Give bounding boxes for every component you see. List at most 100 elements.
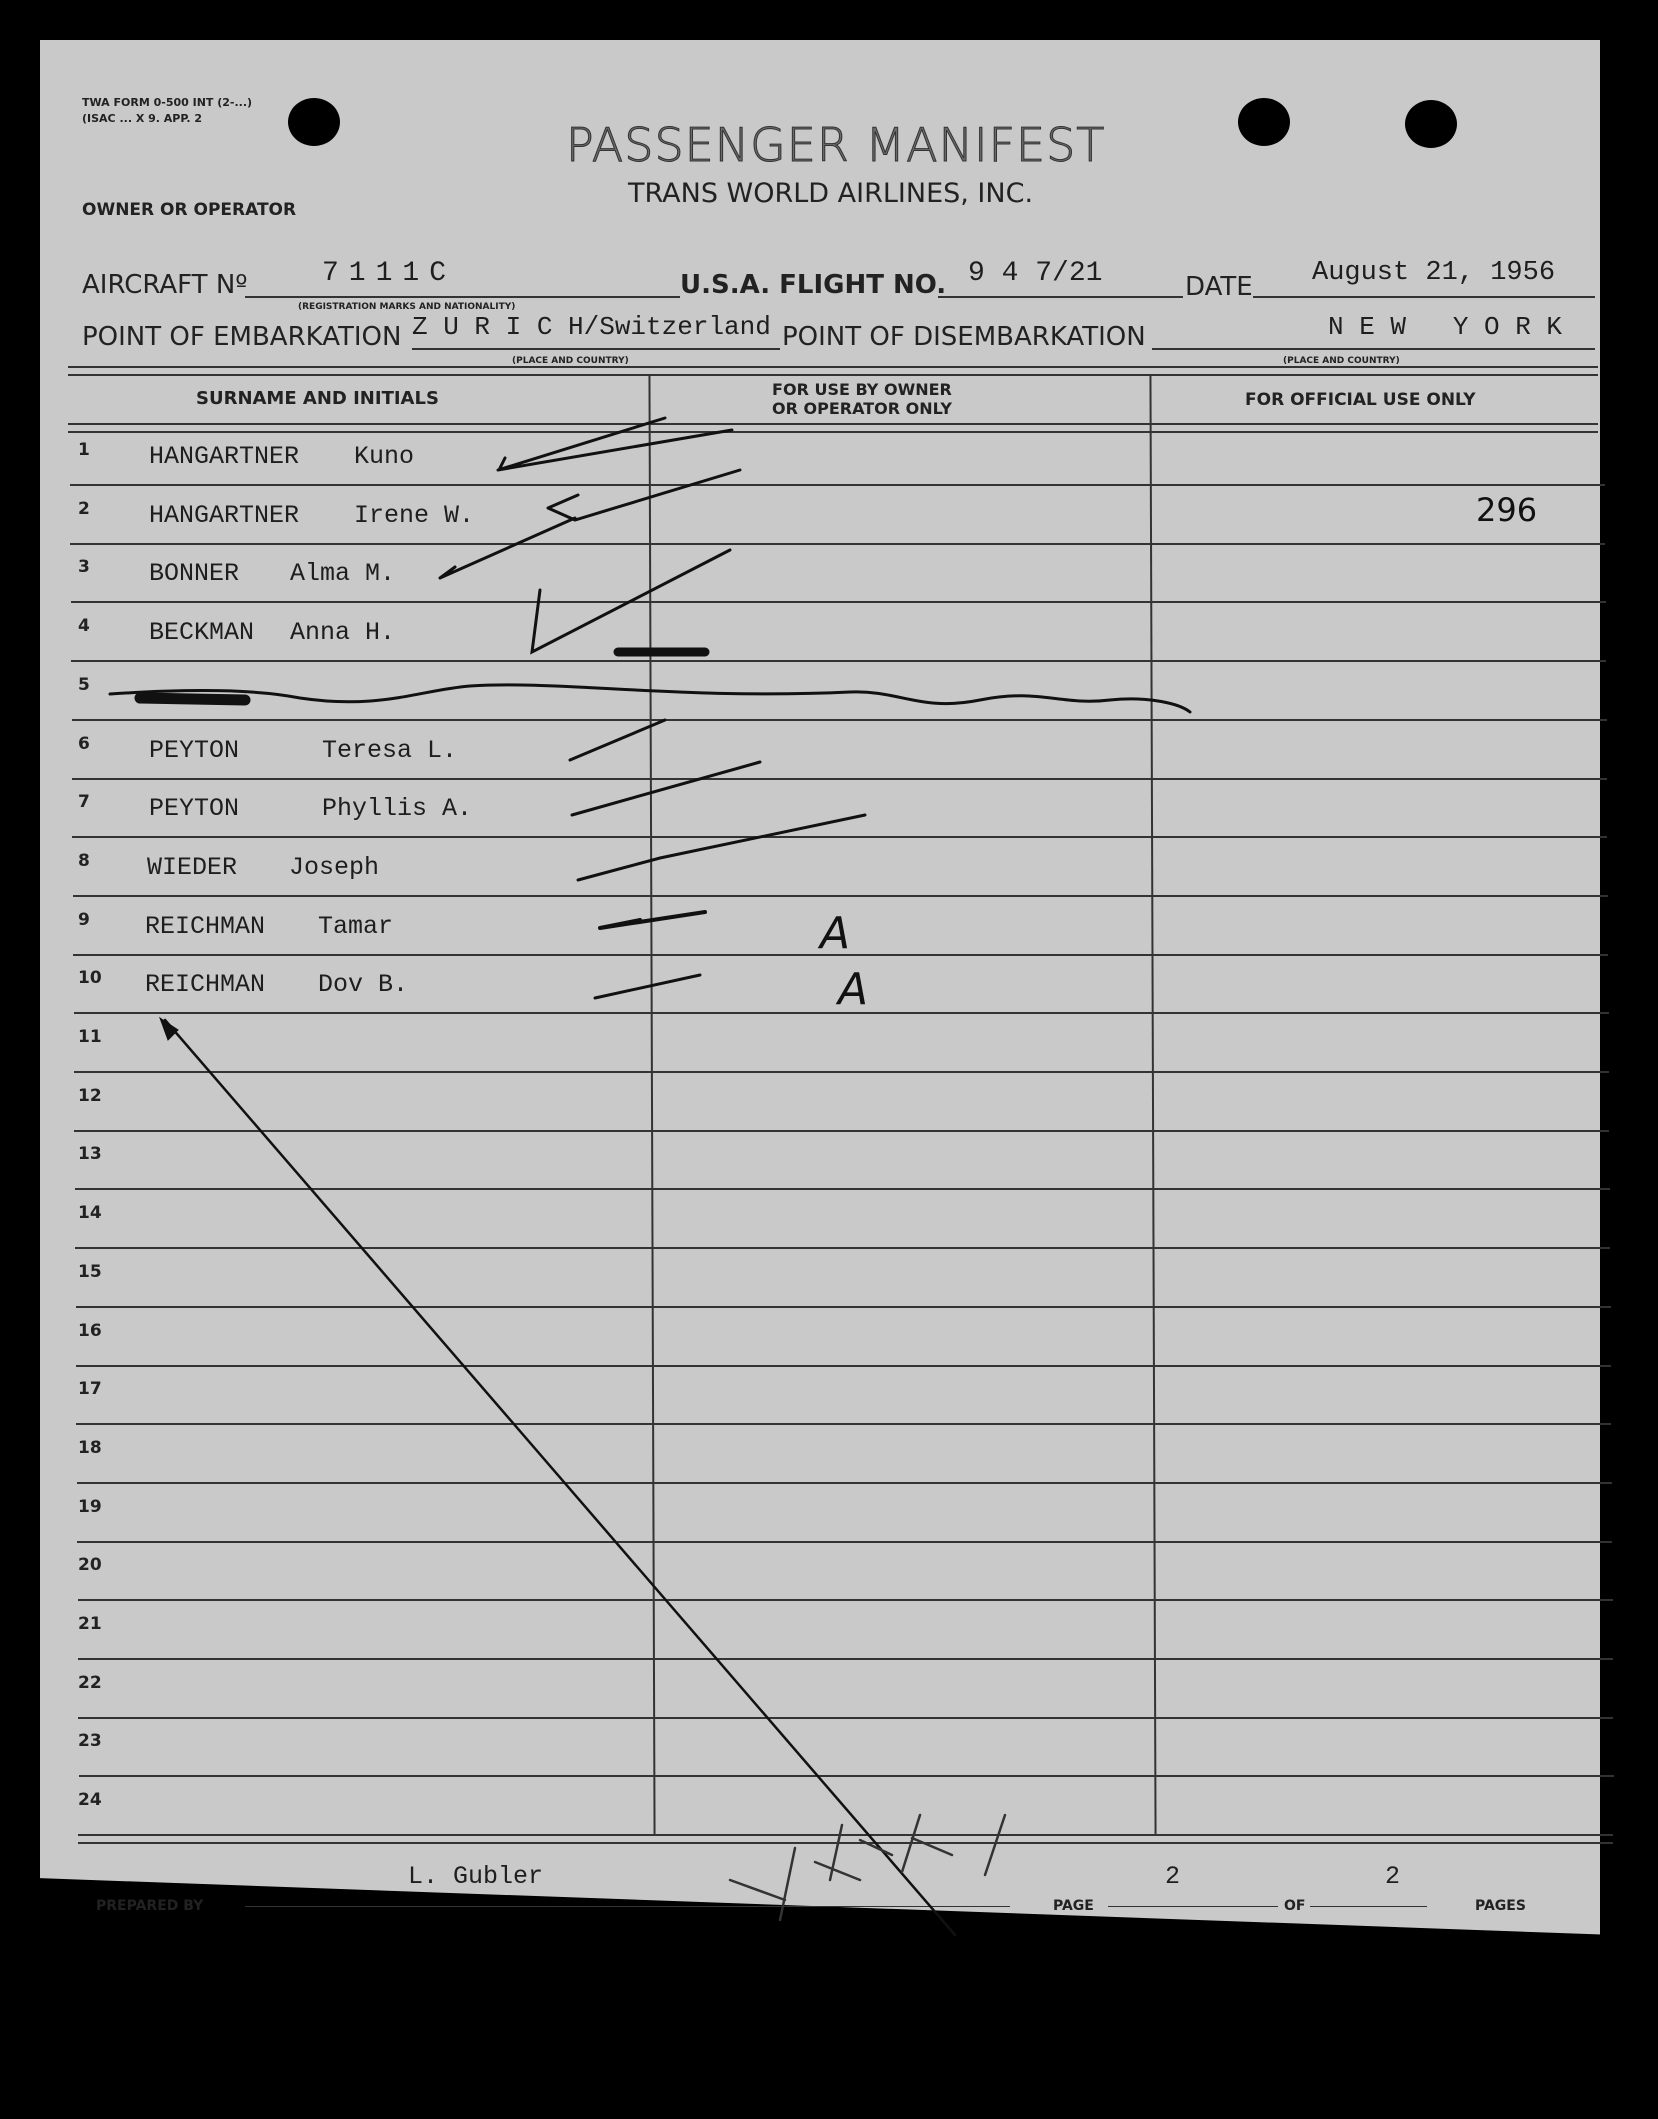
page-underline bbox=[1108, 1906, 1278, 1907]
row-rule bbox=[71, 718, 1607, 721]
row-number: 5 bbox=[78, 674, 90, 695]
initials-a2: A bbox=[835, 964, 868, 1015]
row-rule bbox=[76, 1481, 1612, 1484]
passenger-given-name: Alma M. bbox=[290, 559, 396, 589]
row-number: 13 bbox=[78, 1144, 102, 1165]
row-rule bbox=[70, 484, 1605, 486]
date-label: DATE bbox=[1185, 272, 1253, 302]
passenger-given-name: Teresa L. bbox=[322, 735, 458, 765]
row-number: 23 bbox=[78, 1731, 102, 1752]
embarkation-underline bbox=[412, 348, 780, 350]
form-id-line1: TWA FORM 0-500 INT (2-...) bbox=[82, 96, 253, 109]
header-bottom-rule bbox=[68, 423, 1598, 433]
official-use-value: 296 bbox=[1476, 490, 1538, 529]
strike-line bbox=[108, 683, 1192, 714]
passenger-given-name: Kuno bbox=[354, 442, 415, 471]
row-rule bbox=[70, 542, 1606, 545]
page-number: 2 bbox=[1165, 1862, 1181, 1891]
aircraft-value: 7111C bbox=[322, 258, 457, 289]
row-number: 18 bbox=[78, 1437, 102, 1458]
row-number: 4 bbox=[78, 616, 90, 637]
row-number: 24 bbox=[78, 1790, 102, 1811]
row-rule bbox=[73, 953, 1609, 956]
row-number: 22 bbox=[78, 1672, 102, 1693]
disembarkation-underline bbox=[1152, 348, 1595, 350]
row-rule bbox=[72, 894, 1608, 897]
row-number: 10 bbox=[78, 968, 102, 989]
manifest-paper bbox=[40, 40, 1600, 1935]
column-header-official-use: FOR OFFICIAL USE ONLY bbox=[1245, 390, 1476, 410]
passenger-given-name: Dov B. bbox=[318, 970, 409, 1000]
row-number: 19 bbox=[78, 1496, 102, 1517]
row-number: 17 bbox=[78, 1379, 102, 1400]
owner-label: OWNER OR OPERATOR bbox=[82, 200, 297, 220]
row-number: 1 bbox=[78, 440, 90, 460]
passenger-surname: BONNER bbox=[149, 559, 240, 589]
prepared-by-label: PREPARED BY bbox=[96, 1898, 204, 1914]
pages-label: PAGES bbox=[1475, 1898, 1526, 1914]
checkmark bbox=[530, 548, 732, 655]
passenger-given-name: Phyllis A. bbox=[322, 794, 473, 824]
row-number: 21 bbox=[78, 1614, 102, 1634]
aircraft-note: (REGISTRATION MARKS AND NATIONALITY) bbox=[298, 302, 516, 312]
row-rule bbox=[76, 1423, 1612, 1426]
company-name: TRANS WORLD AIRLINES, INC. bbox=[628, 178, 1034, 209]
punch-hole bbox=[1405, 100, 1457, 148]
prepared-by-value: L. Gubler bbox=[408, 1862, 544, 1891]
row-number: 16 bbox=[78, 1320, 102, 1341]
row-rule bbox=[73, 1012, 1609, 1015]
passenger-surname: WIEDER bbox=[147, 852, 238, 882]
checkmark bbox=[576, 813, 867, 882]
checkmark bbox=[496, 416, 734, 472]
row-rule bbox=[72, 777, 1607, 780]
flight-value: 9 4 7/21 bbox=[968, 258, 1103, 289]
of-underline bbox=[1310, 1906, 1427, 1907]
row-rule bbox=[71, 660, 1607, 663]
date-underline bbox=[1253, 296, 1595, 298]
date-value: August 21, 1956 bbox=[1312, 258, 1556, 288]
row-rule bbox=[77, 1599, 1613, 1602]
prepared-by-underline bbox=[245, 1906, 1010, 1907]
checkmark bbox=[546, 468, 742, 522]
row-number: 9 bbox=[78, 909, 90, 930]
passenger-surname: PEYTON bbox=[149, 735, 240, 765]
row-number: 3 bbox=[78, 557, 90, 578]
row-number: 15 bbox=[78, 1261, 102, 1282]
strike-blot bbox=[134, 692, 251, 706]
punch-hole bbox=[288, 98, 340, 146]
diagonal-strike bbox=[163, 1018, 957, 1937]
passenger-given-name: Anna H. bbox=[290, 618, 396, 648]
form-id-line2: (ISAC ... X 9. APP. 2 bbox=[82, 112, 203, 125]
checkmark bbox=[438, 516, 577, 580]
row-rule bbox=[70, 601, 1606, 604]
header-top-rule bbox=[68, 366, 1598, 376]
page-title: PASSENGER MANIFEST bbox=[565, 118, 1106, 173]
row-rule bbox=[77, 1540, 1613, 1543]
passenger-surname: HANGARTNER bbox=[149, 442, 300, 471]
punch-hole bbox=[1238, 98, 1290, 146]
aircraft-label: AIRCRAFT Nº bbox=[82, 270, 248, 300]
row-rule bbox=[74, 1071, 1609, 1073]
flight-label: U.S.A. FLIGHT NO. bbox=[680, 270, 947, 300]
passenger-surname: PEYTON bbox=[149, 794, 240, 824]
flight-underline bbox=[938, 296, 1183, 298]
disembarkation-label: POINT OF DISEMBARKATION bbox=[782, 322, 1146, 352]
passenger-surname: BECKMAN bbox=[149, 618, 255, 648]
row-rule bbox=[78, 1775, 1614, 1778]
row-rule bbox=[74, 1129, 1610, 1132]
row-number: 20 bbox=[78, 1555, 102, 1576]
embarkation-label: POINT OF EMBARKATION bbox=[82, 322, 402, 352]
page-label: PAGE bbox=[1053, 1898, 1094, 1914]
checkmark bbox=[568, 718, 667, 762]
cross-hatch bbox=[728, 1813, 1007, 1922]
handwritten-initials: A A bbox=[817, 908, 868, 1015]
row-rule bbox=[78, 1658, 1613, 1660]
row-rule bbox=[72, 836, 1608, 839]
arrow-head bbox=[159, 1016, 179, 1041]
passenger-given-name: Irene W. bbox=[354, 500, 475, 530]
row-number: 12 bbox=[78, 1085, 102, 1106]
disembarkation-value: N E W Y O R K bbox=[1328, 312, 1563, 342]
row-rule bbox=[75, 1305, 1611, 1308]
column-header-surname: SURNAME AND INITIALS bbox=[196, 388, 439, 409]
